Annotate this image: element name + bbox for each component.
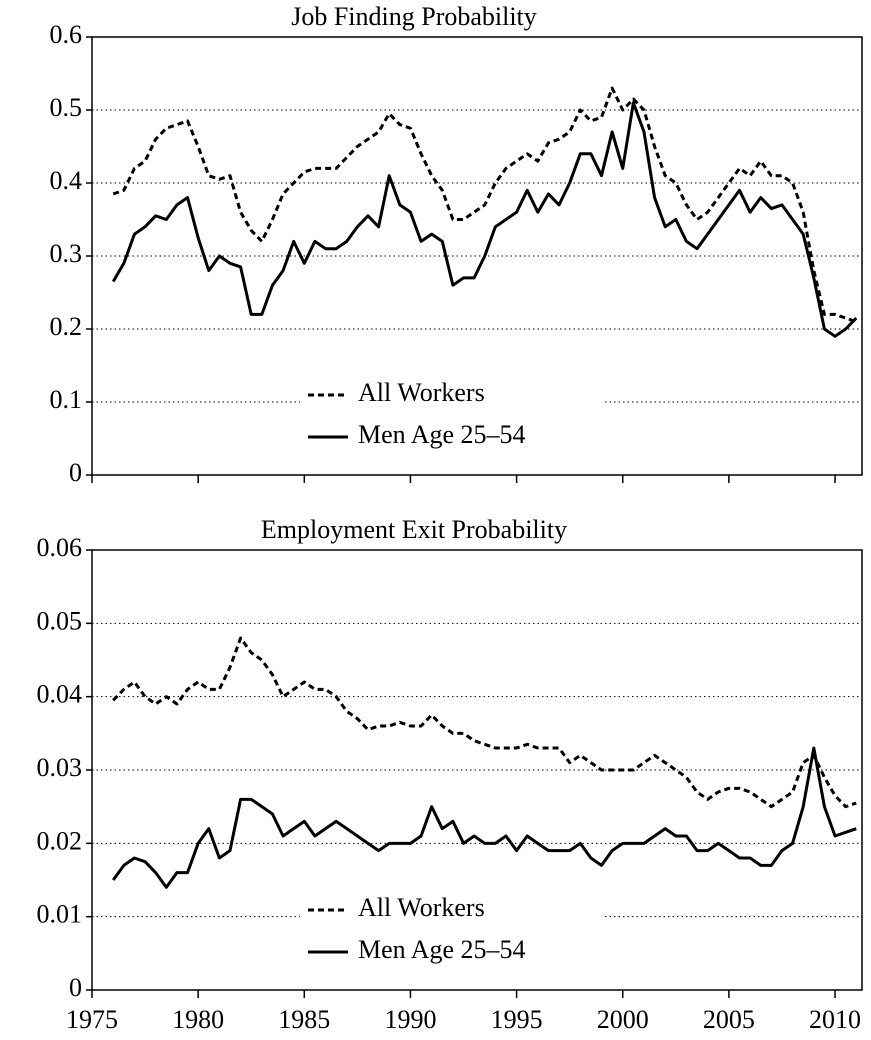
x-tick-label: 2010 [809,1005,861,1034]
y-tick-label: 0.04 [37,680,83,709]
legend-box [300,373,605,459]
x-tick-label: 2000 [597,1005,649,1034]
y-tick-label: 0.05 [37,606,83,635]
y-tick-label: 0.06 [37,533,83,562]
x-tick-label: 1980 [172,1005,224,1034]
plot-frame [91,36,863,476]
y-tick-label: 0.3 [50,239,83,268]
y-tick-label: 0.4 [50,166,83,195]
plot-frame [91,549,863,991]
chart-title: Employment Exit Probability [261,515,567,544]
y-tick-label: 0.03 [37,753,83,782]
y-tick-label: 0.2 [50,312,83,341]
legend-label: All Workers [358,378,485,407]
y-tick-label: 0.01 [37,900,83,929]
y-tick-label: 0 [69,973,82,1002]
y-tick-label: 0.5 [50,93,83,122]
chart-title: Job Finding Probability [291,2,537,31]
x-tick-label: 2005 [703,1005,755,1034]
x-tick-label: 1995 [491,1005,543,1034]
legend-label: Men Age 25–54 [358,935,526,964]
legend-box [300,888,605,974]
y-tick-label: 0.02 [37,826,83,855]
legend-label: Men Age 25–54 [358,420,526,449]
y-tick-label: 0.1 [50,385,83,414]
series-line [112,746,857,889]
y-tick-label: 0.6 [50,20,83,49]
x-tick-label: 1990 [384,1005,436,1034]
series-line [112,86,857,324]
legend-label: All Workers [358,893,485,922]
y-tick-label: 0 [69,458,82,487]
series-line [112,636,857,809]
x-tick-label: 1975 [66,1005,118,1034]
x-tick-label: 1985 [278,1005,330,1034]
series-line [111,101,858,338]
